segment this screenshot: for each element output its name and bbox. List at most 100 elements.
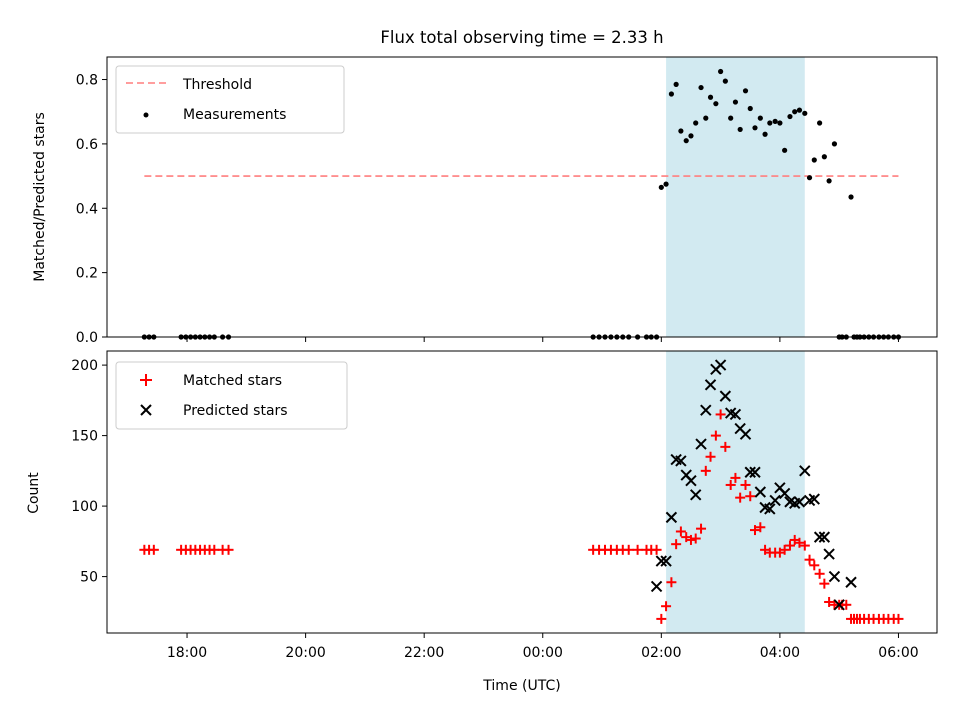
matched-star-point — [799, 540, 810, 551]
matched-star-point — [148, 544, 159, 555]
top-y-axis: 0.0 0.2 0.4 0.6 0.8 — [76, 73, 107, 346]
measurement-point — [707, 94, 714, 100]
matched-star-point — [651, 544, 662, 555]
matched-star-point — [710, 430, 721, 441]
bottom-axes-frame — [106, 350, 938, 634]
predicted-star-point — [744, 466, 756, 478]
measurement-point — [762, 131, 768, 137]
observing-window-shade-top — [666, 57, 805, 337]
predicted-stars-series — [650, 359, 857, 611]
matched-star-point — [690, 533, 701, 544]
measurement-point — [683, 138, 689, 144]
measurement-point — [703, 115, 709, 121]
matched-stars-series — [139, 409, 904, 624]
top-x-ticks — [186, 337, 899, 342]
matched-star-point — [779, 544, 790, 555]
y-tick-label: 0.8 — [76, 73, 98, 89]
x-tick-label: 22:00 — [404, 645, 444, 661]
predicted-star-point — [833, 599, 845, 611]
measurement-point — [826, 178, 832, 184]
matched-star-point — [824, 596, 835, 607]
matched-star-point — [794, 537, 805, 548]
legend-threshold-label: Threshold — [182, 77, 252, 93]
legend-measurements-swatch — [143, 112, 149, 118]
predicted-star-point — [764, 503, 776, 515]
measurement-point — [668, 91, 675, 97]
matched-star-point — [819, 578, 830, 589]
x-tick-label: 00:00 — [523, 645, 563, 661]
matched-star-point — [814, 568, 825, 579]
predicted-star-point — [655, 555, 668, 567]
measurement-point — [713, 101, 719, 107]
matched-star-point — [804, 554, 815, 565]
bottom-y-axis: 50 100 150 200 — [71, 358, 107, 586]
top-y-axis-label: Matched/Predicted stars — [32, 112, 48, 282]
predicted-star-point — [818, 531, 831, 543]
measurement-point — [742, 88, 749, 94]
matched-star-point — [671, 539, 682, 550]
predicted-star-point — [823, 548, 835, 560]
predicted-star-point — [739, 428, 752, 440]
bottom-legend-box — [115, 361, 348, 430]
top-legend: Threshold Measurements — [115, 65, 345, 134]
measurement-point — [848, 194, 854, 200]
matched-star-point — [740, 479, 751, 490]
legend-matched-label: Matched stars — [183, 373, 282, 389]
matched-star-point — [666, 577, 677, 588]
legend-predicted-label: Predicted stars — [183, 403, 288, 419]
predicted-star-point — [665, 511, 678, 524]
measurement-point — [728, 115, 734, 121]
matched-star-point — [730, 472, 741, 483]
matched-star-point — [696, 523, 707, 534]
predicted-star-point — [660, 555, 672, 567]
x-tick-label: 02:00 — [641, 645, 681, 661]
matched-star-point — [749, 525, 760, 536]
measurement-point — [821, 154, 827, 160]
measurement-point — [752, 125, 758, 131]
predicted-star-point — [754, 486, 767, 498]
predicted-star-point — [714, 359, 727, 371]
matched-star-point — [725, 479, 736, 490]
matched-star-point — [661, 601, 672, 612]
matched-star-point — [685, 534, 696, 545]
measurement-point — [782, 147, 788, 153]
matched-star-point — [784, 540, 795, 551]
predicted-star-point — [749, 466, 761, 478]
predicted-star-point — [845, 576, 857, 588]
measurement-point — [732, 99, 739, 105]
top-panel: 0.00.20.40.60.8 Matched/Predicted stars … — [32, 56, 938, 346]
predicted-star-point — [729, 408, 742, 421]
measurement-point — [747, 105, 753, 112]
top-legend-box — [115, 65, 345, 134]
predicted-star-point — [704, 379, 717, 391]
matched-star-point — [632, 544, 643, 555]
predicted-star-point — [808, 493, 820, 505]
predicted-star-point — [769, 494, 781, 507]
top-axes-frame — [106, 56, 938, 338]
predicted-star-point — [690, 489, 702, 501]
x-tick-label: 18:00 — [167, 645, 207, 661]
x-tick-label: 04:00 — [760, 645, 800, 661]
measurement-point — [767, 120, 773, 126]
y-tick-label: 200 — [71, 358, 98, 374]
legend-measurements-label: Measurements — [183, 107, 286, 123]
measurement-point — [658, 184, 664, 190]
bottom-panel: 50 100 150 200 18:00 20:00 22:00 00:00 02:00 04:… — [26, 350, 938, 694]
matched-star-point — [623, 544, 634, 555]
x-axis-label: Time (UTC) — [482, 678, 560, 694]
measurement-point — [777, 120, 783, 126]
matched-star-point — [893, 613, 904, 624]
measurement-point — [802, 110, 808, 116]
measurement-point — [673, 81, 679, 87]
measurement-point — [831, 141, 838, 147]
bottom-y-axis-label: Count — [26, 472, 42, 514]
matched-star-point — [745, 491, 756, 502]
y-tick-label: 100 — [71, 499, 98, 515]
measurement-point — [757, 115, 763, 121]
y-tick-label: 0.2 — [76, 266, 98, 282]
predicted-star-point — [793, 496, 806, 508]
legend-predicted-swatch — [140, 404, 152, 416]
predicted-star-point — [719, 390, 732, 402]
predicted-star-point — [778, 487, 791, 500]
